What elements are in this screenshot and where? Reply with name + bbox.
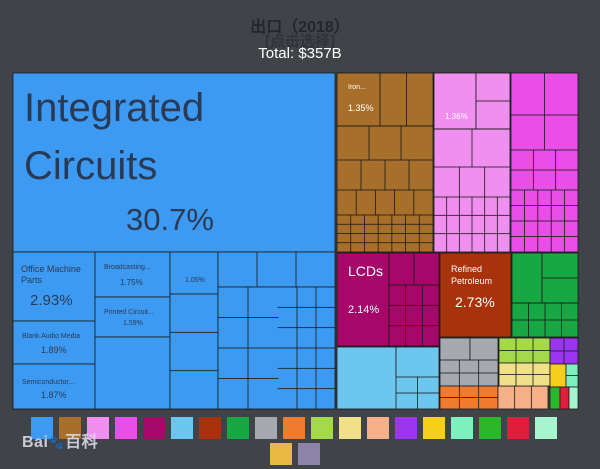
broadcasting-pct: 1.75% — [120, 278, 143, 287]
total-label: Total: $357B — [258, 45, 342, 62]
integrated-circuits-label-line1: Integrated — [24, 86, 204, 130]
tile-electronics-105[interactable] — [169, 251, 219, 295]
iron-pct: 1.35% — [348, 103, 374, 113]
light-blue-cell[interactable] — [395, 346, 440, 378]
tile-semiconductor[interactable] — [12, 363, 96, 410]
refined-petroleum-pct: 2.73% — [455, 294, 495, 310]
printed-circuit-label: Printed Circuit... — [104, 309, 154, 316]
yellow-block[interactable] — [549, 363, 567, 388]
legend-swatch[interactable] — [115, 417, 137, 439]
legend-swatch[interactable] — [255, 417, 277, 439]
blank-audio-media-pct: 1.89% — [41, 345, 67, 355]
legend-swatch[interactable] — [283, 417, 305, 439]
tile-broadcasting[interactable] — [94, 251, 171, 298]
legend-swatch[interactable] — [199, 417, 221, 439]
watermark-brand: Bai — [22, 434, 49, 451]
green-cell[interactable] — [511, 252, 543, 304]
lcds-pct: 2.14% — [348, 304, 379, 316]
refined-petroleum-label-line1: Refined — [451, 264, 482, 274]
legend-swatch[interactable] — [311, 417, 333, 439]
office-machine-parts-pct: 2.93% — [30, 292, 73, 309]
baidu-watermark: Bai🐾百科 — [22, 428, 98, 452]
legend-swatch[interactable] — [423, 417, 445, 439]
paw-icon: 🐾 — [48, 435, 66, 450]
tile-printed-circuit[interactable] — [94, 296, 171, 338]
tile-textiles-136[interactable] — [433, 72, 477, 130]
legend-swatch[interactable] — [143, 417, 165, 439]
legend-swatch[interactable] — [339, 417, 361, 439]
semiconductor-pct: 1.87% — [41, 390, 67, 400]
blank-audio-media-label: Blank Audio Media — [22, 333, 80, 340]
legend-swatch[interactable] — [87, 417, 109, 439]
broadcasting-label: Broadcasting... — [104, 264, 151, 271]
chart-title: 出口（2018） — [250, 19, 350, 36]
electronics-cell[interactable] — [217, 251, 336, 288]
legend-swatch[interactable] — [367, 417, 389, 439]
printed-circuit-pct: 1.59% — [123, 320, 143, 327]
semiconductor-label: Semiconductor... — [22, 379, 74, 386]
red-block[interactable] — [559, 386, 570, 410]
legend-swatch[interactable] — [227, 417, 249, 439]
legend-swatch[interactable] — [270, 443, 292, 465]
tile-refined-petroleum[interactable] — [439, 252, 512, 338]
integrated-circuits-label-line2: Circuits — [24, 144, 157, 188]
legend-swatch[interactable] — [507, 417, 529, 439]
legend-swatch[interactable] — [535, 417, 557, 439]
instruments-cell[interactable] — [388, 284, 440, 347]
office-machine-parts-label-line2: Parts — [21, 275, 43, 285]
office-machine-parts-label-line1: Office Machine — [21, 264, 81, 274]
legend-swatch[interactable] — [31, 417, 53, 439]
integrated-circuits-pct: 30.7% — [126, 202, 214, 237]
lcds-label: LCDs — [348, 263, 383, 279]
electronics-105-pct: 1.05% — [185, 277, 205, 284]
tile-office-machine-parts[interactable] — [12, 251, 96, 322]
legend-swatch[interactable] — [395, 417, 417, 439]
legend-swatch[interactable] — [298, 443, 320, 465]
grey-cell[interactable] — [439, 337, 471, 361]
light-blue-cell[interactable] — [336, 346, 397, 410]
grey-cell[interactable] — [469, 337, 499, 361]
legend-swatch[interactable] — [59, 417, 81, 439]
seafoam-block[interactable] — [568, 386, 579, 410]
electronics-cell[interactable] — [169, 293, 219, 410]
legend-swatch[interactable] — [479, 417, 501, 439]
electronics-cell[interactable] — [94, 336, 171, 410]
tile-lcds[interactable] — [336, 252, 390, 347]
refined-petroleum-label-line2: Petroleum — [451, 276, 492, 286]
salmon-block[interactable] — [497, 385, 549, 410]
watermark-chinese: 百科 — [65, 434, 99, 451]
legend-swatch[interactable] — [451, 417, 473, 439]
iron-label: Iron... — [348, 84, 366, 91]
tile-iron[interactable] — [336, 72, 381, 127]
tile-integrated-circuits[interactable] — [12, 72, 336, 253]
tile-blank-audio-media[interactable] — [12, 320, 96, 365]
textiles-136-pct: 1.36% — [445, 112, 468, 121]
legend-swatch[interactable] — [171, 417, 193, 439]
chart-subtitle[interactable]: [点击选择] — [265, 33, 335, 50]
darkgreen-block[interactable] — [549, 386, 561, 410]
